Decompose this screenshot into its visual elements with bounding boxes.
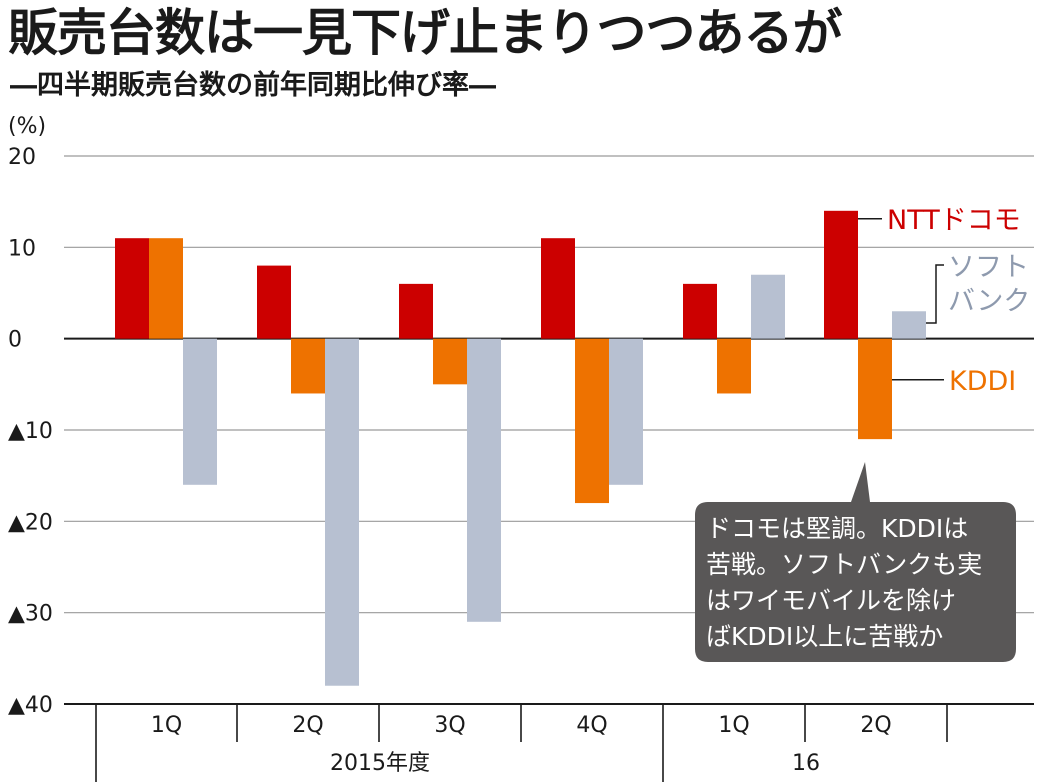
- bar-kddi: [149, 238, 183, 339]
- y-tick-label: 20: [8, 145, 36, 170]
- x-group-label: 16: [792, 751, 820, 776]
- softbank-leader-line: [926, 264, 944, 324]
- bar-softbank: [751, 274, 785, 339]
- bar-docomo: [824, 210, 858, 339]
- bar-docomo: [541, 238, 575, 339]
- y-tick-label: ▲30: [8, 602, 53, 627]
- bar-softbank: [609, 338, 643, 485]
- y-tick-label: ▲10: [8, 419, 53, 444]
- x-tick-label: 2Q: [292, 713, 323, 738]
- x-group-label: 2015年度: [330, 751, 430, 776]
- callout-text-line: 苦戦。ソフトバンクも実: [706, 550, 982, 579]
- x-tick-label: 1Q: [151, 713, 182, 738]
- bar-docomo: [683, 283, 717, 339]
- bar-kddi: [433, 338, 467, 385]
- chart-title: 販売台数は一見下げ止まりつつあるが: [8, 3, 842, 62]
- series-label-kddi: KDDI: [949, 366, 1016, 397]
- series-label-softbank-line2: バンク: [948, 286, 1030, 317]
- y-tick-label: 10: [8, 236, 36, 261]
- y-unit-label: (%): [8, 114, 46, 139]
- series-label-softbank-line1: ソフト: [948, 252, 1029, 283]
- bar-softbank: [183, 338, 217, 485]
- bar-docomo: [115, 238, 149, 339]
- callout-text-line: はワイモバイルを除け: [706, 586, 956, 615]
- bar-kddi: [858, 338, 892, 440]
- bar-docomo: [257, 265, 291, 339]
- bar-kddi: [291, 338, 325, 394]
- y-tick-label: 0: [8, 328, 22, 353]
- callout-text-line: ドコモは堅調。KDDIは: [706, 514, 968, 543]
- y-tick-label: ▲20: [8, 510, 53, 535]
- chart-subtitle: ―四半期販売台数の前年同期比伸び率―: [10, 70, 496, 101]
- bar-softbank: [892, 311, 926, 339]
- callout-text-line: ばKDDI以上に苦戦か: [706, 622, 943, 651]
- y-tick-label: ▲40: [8, 693, 53, 718]
- x-tick-label: 2Q: [860, 713, 891, 738]
- bar-softbank: [467, 338, 501, 622]
- x-tick-label: 3Q: [434, 713, 465, 738]
- x-tick-label: 4Q: [576, 713, 607, 738]
- bar-kddi: [575, 338, 609, 504]
- bar-docomo: [399, 283, 433, 339]
- x-tick-label: 1Q: [718, 713, 749, 738]
- callout-bubble: [695, 462, 1016, 662]
- bar-softbank: [325, 338, 359, 686]
- bar-kddi: [717, 338, 751, 394]
- series-label-docomo: NTTドコモ: [887, 205, 1021, 236]
